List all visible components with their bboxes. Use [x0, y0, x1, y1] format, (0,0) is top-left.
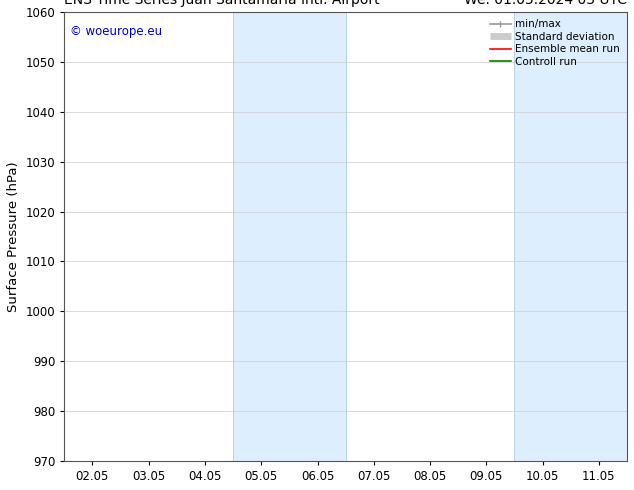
Y-axis label: Surface Pressure (hPa): Surface Pressure (hPa): [7, 161, 20, 312]
Legend: min/max, Standard deviation, Ensemble mean run, Controll run: min/max, Standard deviation, Ensemble me…: [488, 17, 622, 69]
Text: ENS Time Series Juan Santamaría Intl. Airport: ENS Time Series Juan Santamaría Intl. Ai…: [64, 0, 380, 7]
Text: We. 01.05.2024 03 UTC: We. 01.05.2024 03 UTC: [464, 0, 627, 7]
Bar: [233, 12, 346, 461]
Text: © woeurope.eu: © woeurope.eu: [70, 25, 162, 38]
Bar: [515, 12, 627, 461]
